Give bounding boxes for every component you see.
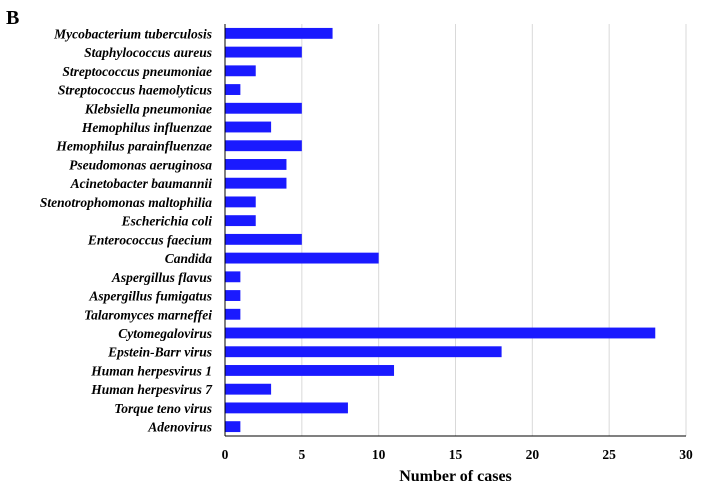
category-label: Klebsiella pneumoniae [84, 101, 212, 116]
category-label: Streptococcus pneumoniae [62, 64, 212, 79]
x-tick-label: 10 [372, 447, 386, 462]
bar [225, 346, 502, 358]
category-label: Candida [165, 251, 213, 266]
category-label: Cytomegalovirus [118, 326, 212, 341]
bar [225, 121, 272, 133]
bar [225, 27, 333, 39]
category-label: Adenovirus [147, 420, 212, 435]
x-tick-label: 15 [449, 447, 463, 462]
x-tick-label: 25 [602, 447, 616, 462]
category-label: Acinetobacter baumannii [70, 176, 213, 191]
x-axis-title: Number of cases [399, 468, 512, 485]
bar [225, 252, 379, 264]
category-label: Staphylococcus aureus [84, 45, 212, 60]
bar [225, 159, 287, 170]
bar [225, 383, 272, 395]
bar [225, 177, 287, 189]
category-label: Stenotrophomonas maltophilia [40, 195, 212, 210]
bar [225, 421, 241, 433]
panel-label: B [6, 7, 19, 29]
category-label: Human herpesvirus 1 [90, 363, 212, 378]
category-label: Human herpesvirus 7 [90, 382, 213, 397]
x-tick-label: 5 [298, 447, 305, 462]
bar [225, 233, 302, 245]
bar [225, 46, 302, 58]
bar [225, 196, 256, 208]
category-label: Hemophilus influenzae [81, 120, 212, 135]
bar [225, 327, 656, 339]
bar [225, 271, 241, 283]
category-labels: Mycobacterium tuberculosis Staphylococcus… [40, 26, 213, 434]
bar [225, 402, 348, 414]
bar [225, 290, 241, 301]
category-label: Pseudomonas aeruginosa [69, 157, 212, 172]
x-tick-label: 30 [679, 447, 693, 462]
category-label: Escherichia coli [121, 214, 213, 229]
bar [225, 308, 241, 320]
category-label: Mycobacterium tuberculosis [53, 26, 212, 41]
bar [225, 365, 395, 376]
category-label: Torque teno virus [114, 401, 212, 416]
category-label: Aspergillus fumigatus [88, 289, 212, 304]
category-label: Hemophilus parainfluenzae [55, 139, 212, 154]
x-tick-label: 0 [222, 447, 229, 462]
category-label: Enterococcus faecium [87, 232, 212, 247]
category-label: Aspergillus flavus [111, 270, 212, 285]
x-tick-labels: 0 5 10 15 20 25 30 [222, 447, 693, 462]
bar [225, 102, 302, 114]
category-label: Streptococcus haemolyticus [58, 83, 212, 98]
bars [225, 27, 656, 433]
bar [225, 215, 256, 227]
bar [225, 65, 256, 77]
x-tick-label: 20 [526, 447, 540, 462]
category-label: Talaromyces marneffei [84, 307, 212, 322]
category-label: Epstein-Barr virus [107, 345, 212, 360]
bar [225, 140, 302, 152]
bar [225, 84, 241, 95]
